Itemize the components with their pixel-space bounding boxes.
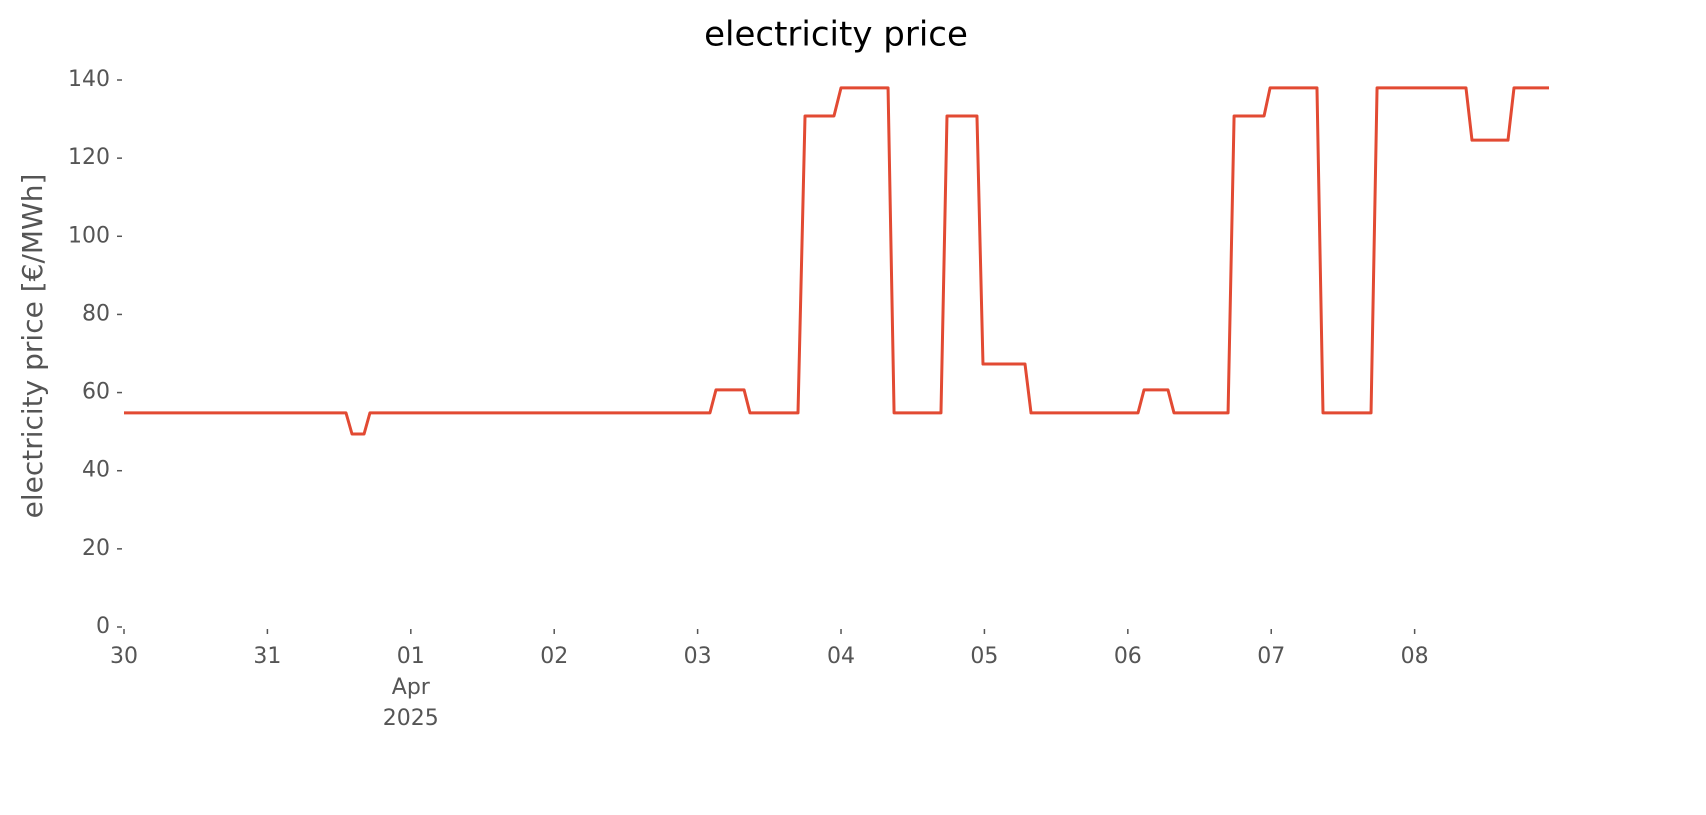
- y-tick-label: 80: [82, 301, 110, 326]
- x-tick-label: 08: [1400, 644, 1429, 669]
- y-tick-label: 100: [68, 223, 110, 248]
- y-tick-label: 0: [96, 614, 110, 639]
- line-series: [124, 86, 1549, 436]
- x-tick-label: 03: [683, 644, 712, 669]
- y-tick-label: 120: [68, 145, 110, 170]
- x-tick-label: 04: [827, 644, 856, 669]
- x-tick-label: 07: [1257, 644, 1286, 669]
- y-tick-label: 20: [82, 536, 110, 561]
- x-tick-label: 31: [253, 644, 282, 669]
- x-tick-label: 05: [970, 644, 999, 669]
- y-tick-label: 140: [68, 67, 110, 92]
- x-tick-label: 06: [1113, 644, 1142, 669]
- y-tick-label: 60: [82, 380, 110, 405]
- x-tick-label: 02: [540, 644, 569, 669]
- chart-title: electricity price: [704, 15, 968, 55]
- y-tick-label: 40: [82, 458, 110, 483]
- x-tick-label: 30: [110, 644, 138, 669]
- x-tick-label: 01 Apr 2025: [382, 644, 439, 731]
- y-axis-label: electricity price [€/MWh]: [16, 174, 49, 519]
